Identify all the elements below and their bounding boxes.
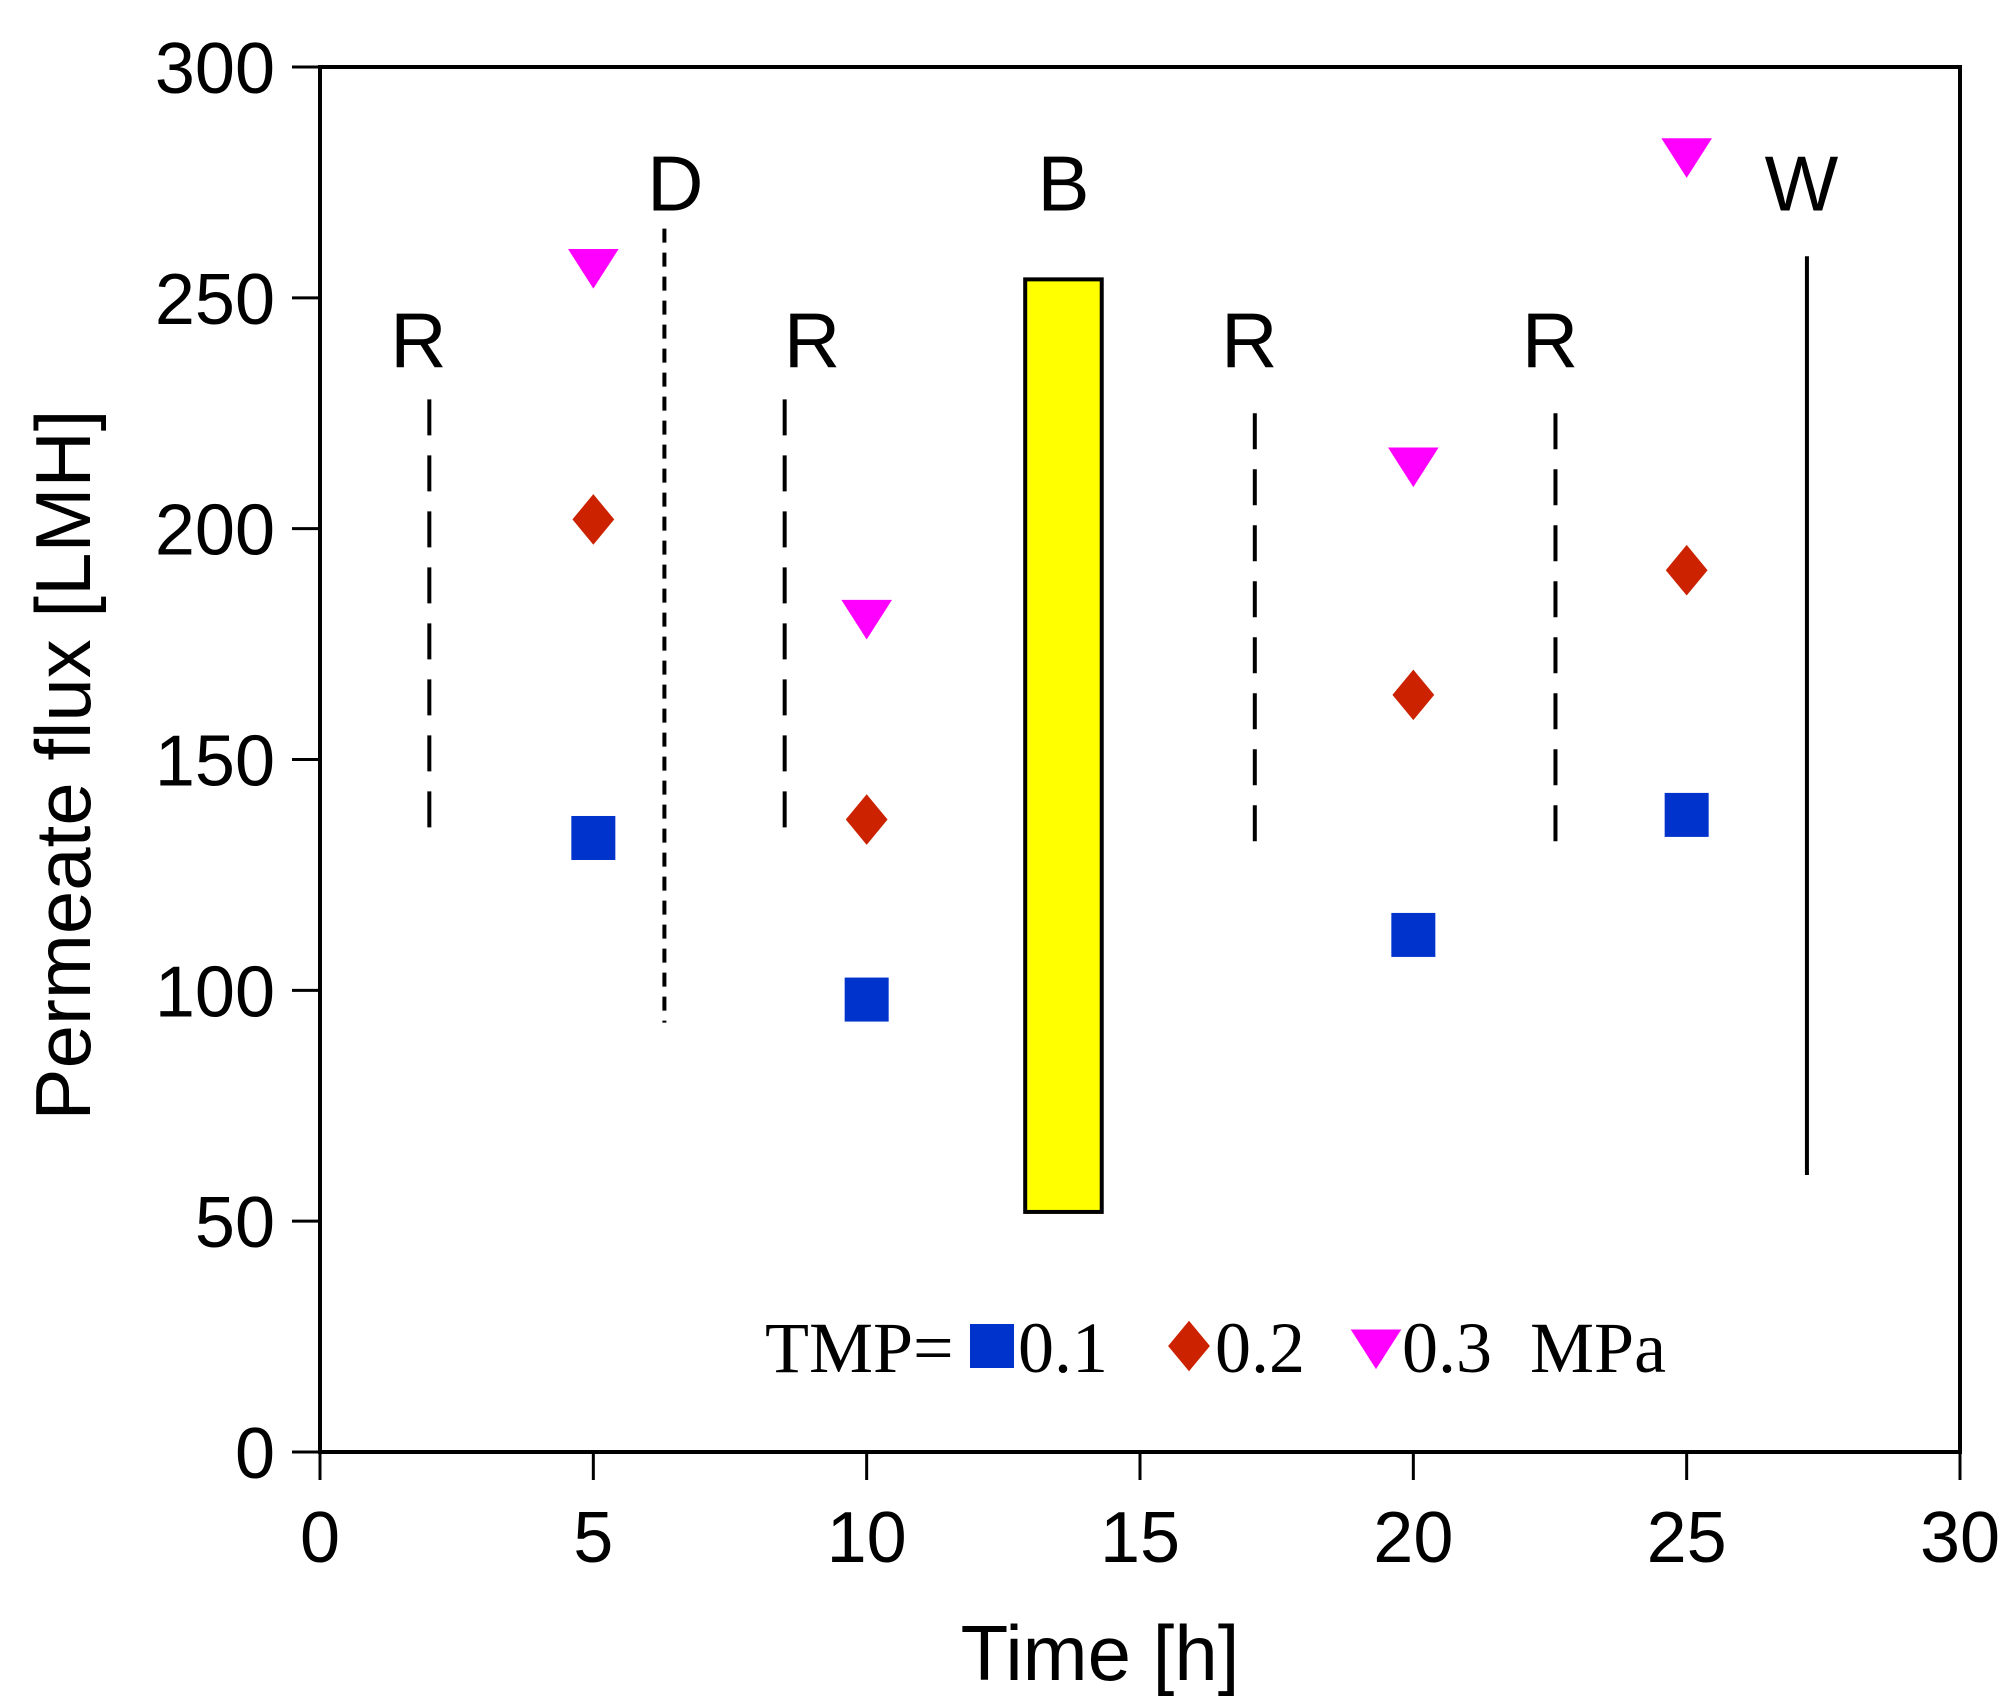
point-diamond: [1665, 544, 1708, 596]
point-diamond: [845, 794, 888, 845]
y-tick-label: 100: [155, 952, 275, 1032]
annotation-label-w: W: [1765, 139, 1839, 227]
legend-marker-triangle-down: [1350, 1329, 1402, 1370]
annotation-label-r: R: [784, 296, 840, 384]
legend-label: 0.2: [1215, 1308, 1305, 1388]
point-square: [1391, 912, 1436, 957]
point-diamond: [572, 494, 615, 545]
legend-marker-diamond: [1168, 1320, 1210, 1372]
legend-marker-square: [970, 1324, 1014, 1368]
x-axis-title: Time [h]: [961, 1609, 1240, 1697]
legend-suffix: MPa: [1530, 1308, 1666, 1388]
x-tick-label: 30: [1920, 1498, 2000, 1578]
point-triangle-down: [568, 249, 619, 289]
y-tick-label: 50: [195, 1183, 275, 1263]
y-axis-title: Permeate flux [LMH]: [19, 410, 107, 1121]
point-triangle-down: [1661, 138, 1712, 178]
point-square: [571, 815, 616, 860]
legend-label: 0.3: [1402, 1308, 1492, 1388]
x-tick-label: 15: [1100, 1498, 1180, 1578]
annotation-label-r: R: [1522, 296, 1578, 384]
y-tick-label: 250: [155, 260, 275, 340]
x-tick-label: 5: [573, 1498, 613, 1578]
y-tick-label: 150: [155, 722, 275, 802]
band-b-label: B: [1037, 139, 1089, 227]
point-square: [844, 977, 889, 1022]
point-triangle-down: [841, 599, 892, 640]
point-square: [1664, 792, 1709, 837]
legend-label: 0.1: [1018, 1308, 1108, 1388]
x-tick-label: 10: [827, 1498, 907, 1578]
y-tick-label: 300: [155, 29, 275, 109]
x-tick-label: 0: [300, 1498, 340, 1578]
annotation-label-d: D: [647, 139, 703, 227]
annotation-label-r: R: [390, 296, 446, 384]
point-triangle-down: [1388, 447, 1439, 488]
point-diamond: [1392, 669, 1435, 721]
legend-prefix: TMP=: [765, 1308, 954, 1388]
y-tick-label: 0: [235, 1414, 275, 1494]
x-tick-label: 25: [1647, 1498, 1727, 1578]
annotation-label-r: R: [1221, 296, 1277, 384]
y-tick-label: 200: [155, 491, 275, 571]
band-b-rect: [1023, 277, 1104, 1214]
x-tick-label: 20: [1373, 1498, 1453, 1578]
legend: TMP= 0.1 0.2 0.3 MPa: [765, 1308, 1666, 1388]
